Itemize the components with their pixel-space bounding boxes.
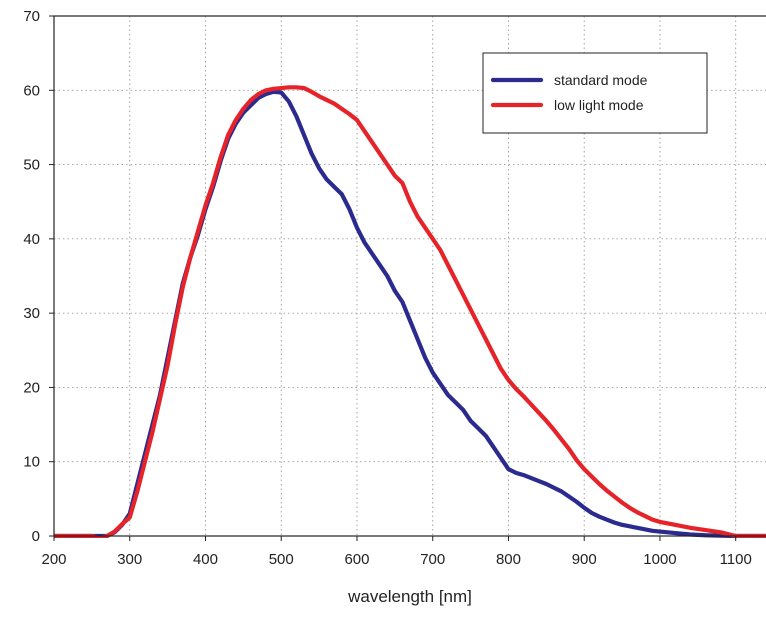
x-axis-title: wavelength [nm] xyxy=(347,587,472,606)
x-tick-label: 800 xyxy=(496,551,521,568)
y-tick-label: 70 xyxy=(23,8,40,25)
legend-box xyxy=(482,52,708,134)
series-line-standard-mode xyxy=(54,89,766,538)
x-tick-label: 700 xyxy=(420,551,445,568)
legend-items: standard mode low light mode xyxy=(490,72,648,113)
legend-label-low-light-mode: low light mode xyxy=(554,97,644,113)
x-tick-label: 1000 xyxy=(643,551,676,568)
legend-label-standard-mode: standard mode xyxy=(554,72,648,88)
plot-frame xyxy=(53,15,766,537)
x-tick-label: 600 xyxy=(344,551,369,568)
y-tick-label: 30 xyxy=(23,305,40,322)
y-tick-label: 0 xyxy=(32,528,40,545)
y-tick-label: 40 xyxy=(23,231,40,248)
legend: standard mode low light mode xyxy=(482,52,708,134)
x-tick-label: 1100 xyxy=(720,551,752,568)
y-axis-ticks: 0 10 20 30 40 50 60 70 xyxy=(23,8,54,545)
series-lines xyxy=(54,85,766,538)
x-tick-label: 900 xyxy=(572,551,597,568)
x-tick-label: 300 xyxy=(117,551,142,568)
y-tick-label: 50 xyxy=(23,157,40,174)
x-tick-label: 400 xyxy=(193,551,218,568)
y-tick-label: 20 xyxy=(23,379,40,396)
series-line-low-light-mode xyxy=(54,85,766,538)
y-tick-label: 60 xyxy=(23,82,40,99)
x-axis-ticks: 200 300 400 500 600 700 800 900 1000 1100 xyxy=(41,536,752,568)
x-tick-label: 200 xyxy=(41,551,66,568)
x-tick-label: 500 xyxy=(269,551,294,568)
grid xyxy=(54,16,766,536)
y-tick-label: 10 xyxy=(23,454,40,471)
